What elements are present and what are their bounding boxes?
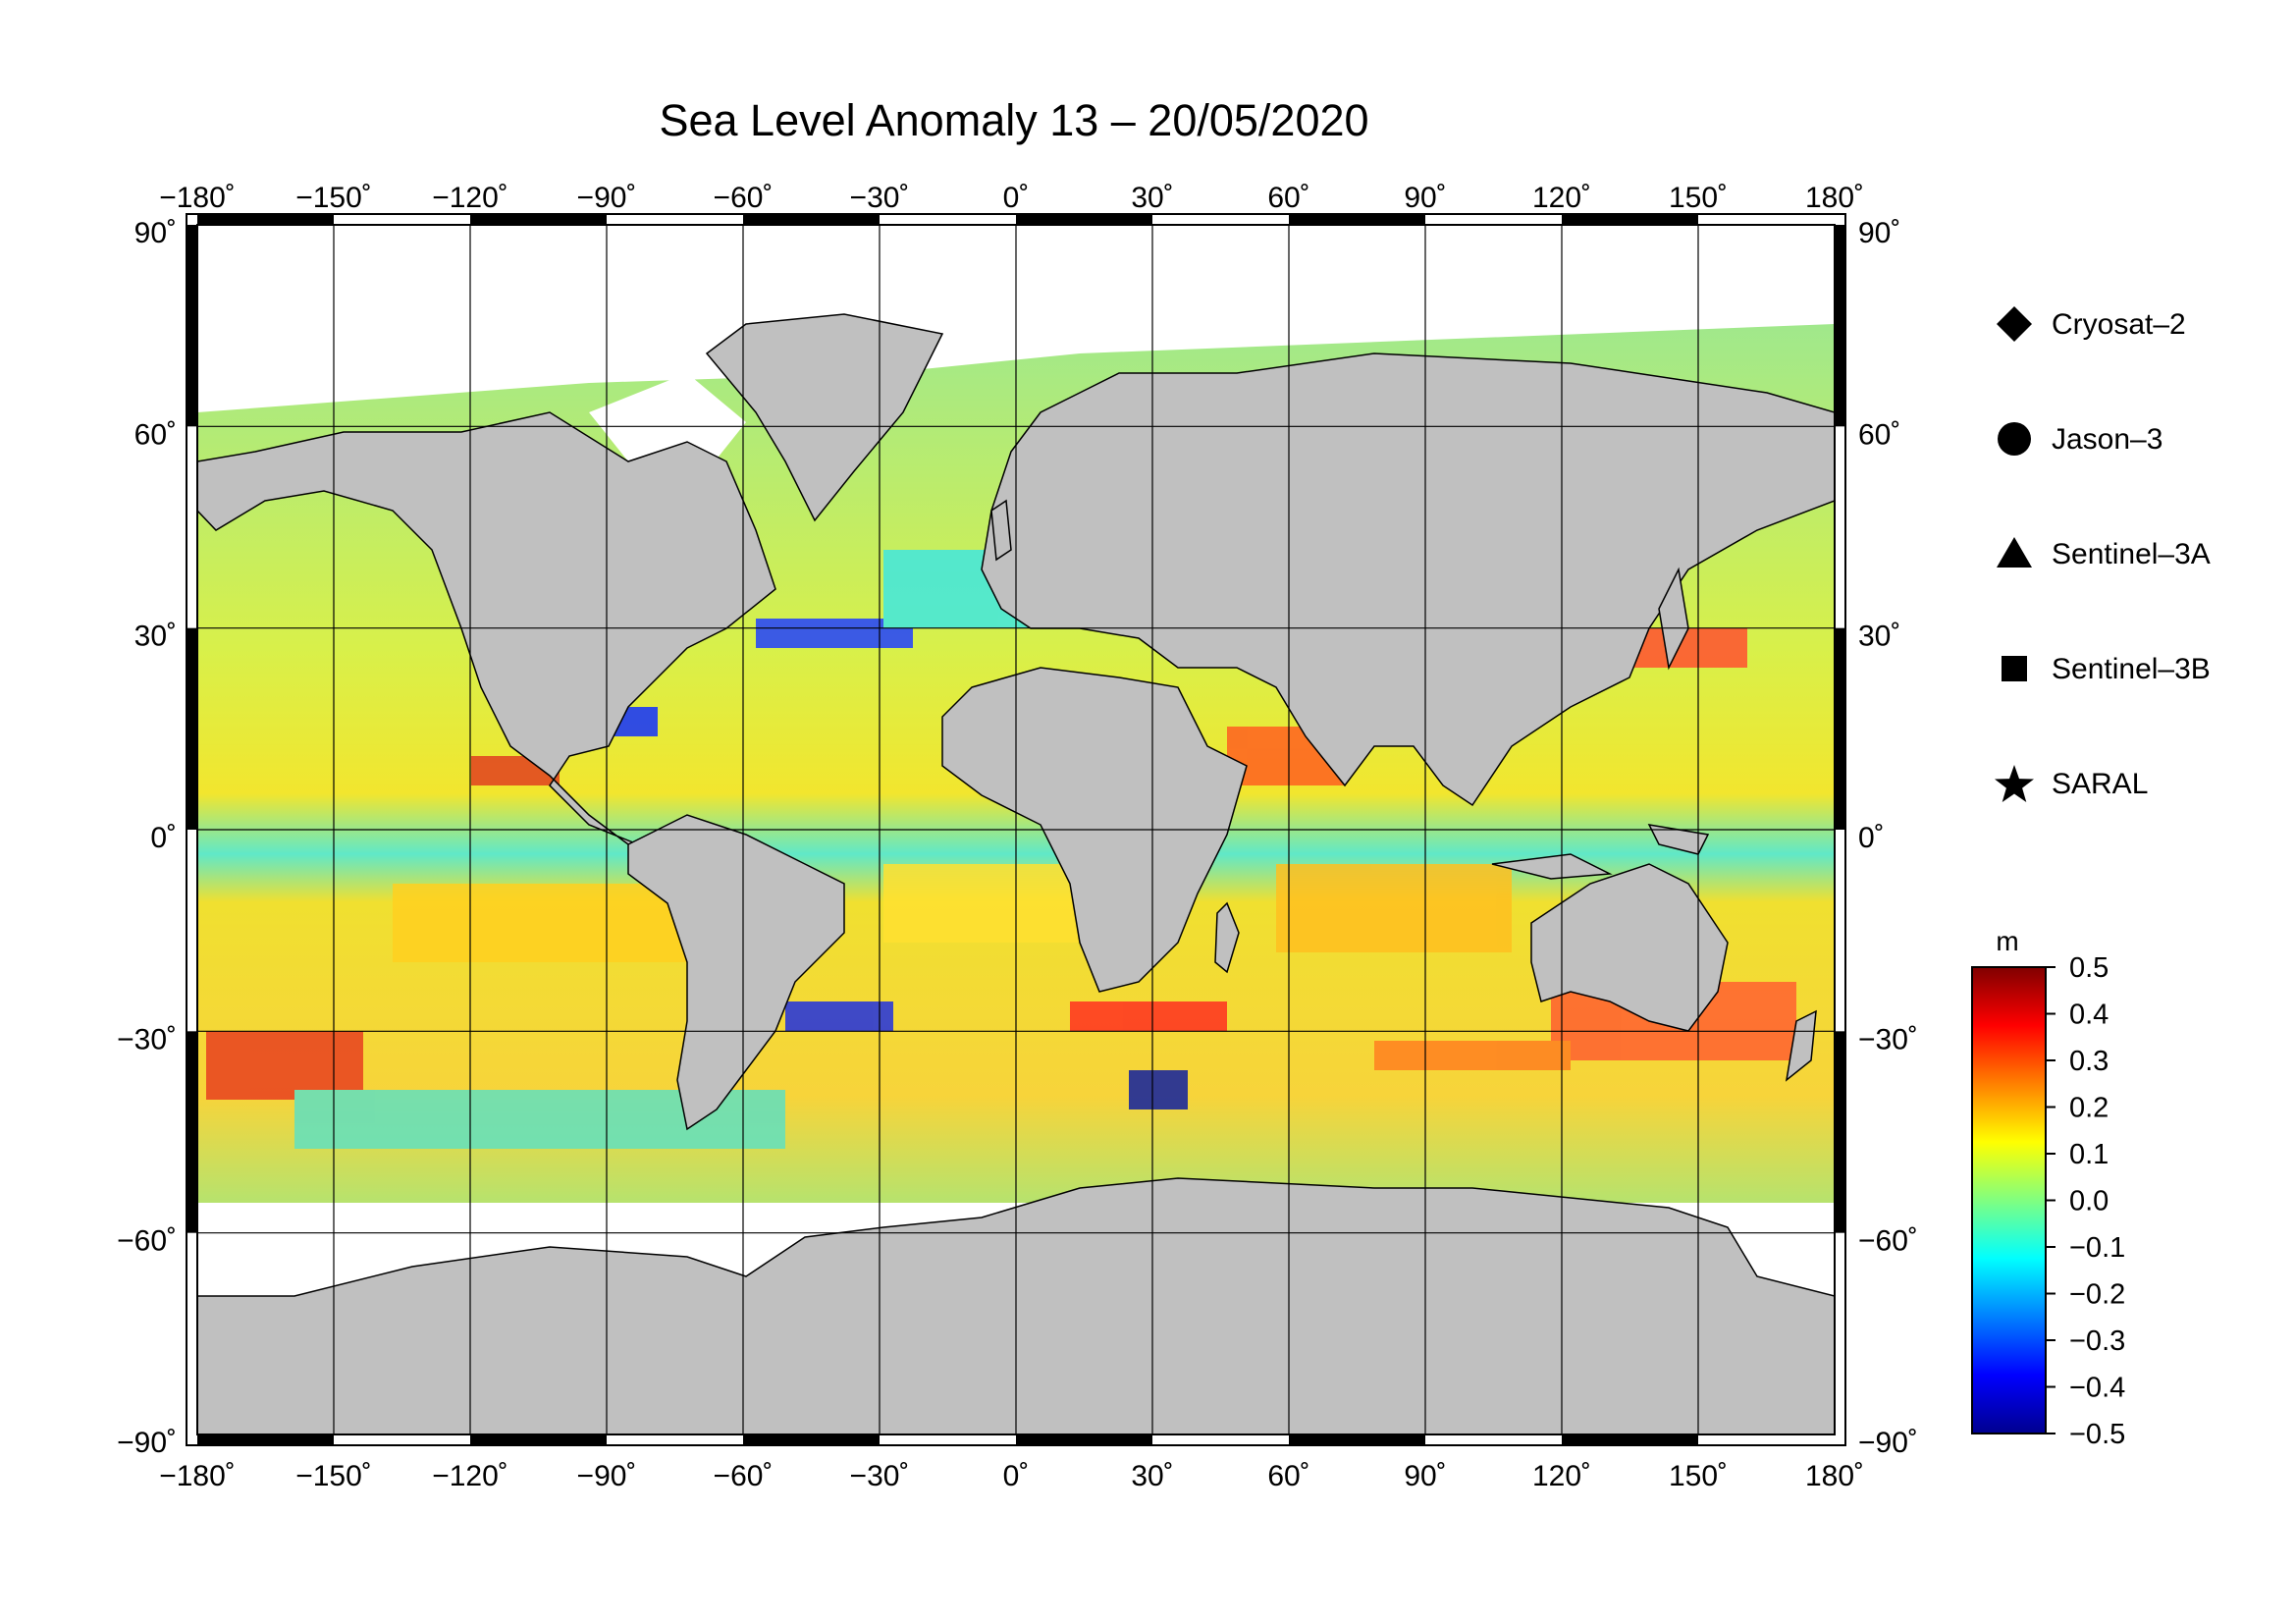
lon-tick-label-top: 120˚ (1532, 182, 1591, 214)
lon-tick-label-bottom: −120˚ (432, 1460, 508, 1492)
lon-tick-label-top: 90˚ (1404, 182, 1446, 214)
lon-tick-label-bottom: 60˚ (1267, 1460, 1309, 1492)
lat-tick-label-left: −30˚ (117, 1023, 177, 1055)
colorbar-tick-label: −0.3 (2069, 1325, 2125, 1357)
lon-tick-label-top: −120˚ (432, 182, 508, 214)
colorbar-tick-label: 0.1 (2069, 1139, 2109, 1170)
lon-tick-label-top: −180˚ (159, 182, 236, 214)
lat-labels-right: 90˚ 60˚ 30˚ 0˚ −30˚ −60˚ −90˚ (1858, 217, 1918, 1459)
frame-bar-top (1289, 214, 1425, 225)
satellite-legend-label: Jason–3 (2052, 423, 2163, 456)
lon-tick-label-bottom: 120˚ (1532, 1460, 1591, 1492)
frame-bar-bottom (197, 1434, 334, 1445)
frame-bar-right (1835, 627, 1845, 830)
lon-tick-label-top: −60˚ (714, 182, 774, 214)
lat-tick-label-left: 0˚ (150, 822, 177, 854)
frame-bar-bottom (1562, 1434, 1698, 1445)
land-eurasia (981, 352, 1835, 807)
colorbar-tick-label: 0.3 (2069, 1046, 2109, 1077)
lon-tick-label-bottom: −150˚ (295, 1460, 372, 1492)
lat-tick-label-left: −90˚ (117, 1427, 177, 1459)
lon-tick-label-top: −150˚ (295, 182, 372, 214)
frame-bar-top (197, 214, 334, 225)
colorbar-tick-label: 0.2 (2069, 1093, 2109, 1124)
lon-tick-label-top: −90˚ (577, 182, 637, 214)
satellite-legend-label: SARAL (2052, 768, 2148, 800)
frame-bar-top (743, 214, 880, 225)
frame-bar-left (187, 225, 197, 427)
lon-tick-label-bottom: −90˚ (577, 1460, 637, 1492)
colorbar-ticks: 0.5 0.4 0.3 0.2 0.1 0.0 −0.1 −0.2 −0.3 −0.4 −0.5 (2046, 952, 2125, 1450)
frame-bar-bottom (1289, 1434, 1425, 1445)
circle-icon (1998, 422, 2031, 456)
colorbar-tick-label: −0.2 (2069, 1279, 2125, 1311)
frame-bar-bottom (470, 1434, 607, 1445)
colorbar-tick-label: 0.4 (2069, 1000, 2109, 1031)
lat-tick-label-right: −90˚ (1858, 1427, 1918, 1459)
colorbar-tick-label: 0.5 (2069, 952, 2109, 984)
colorbar-tick-label: −0.5 (2069, 1419, 2125, 1450)
frame-bar-top (1562, 214, 1698, 225)
lat-tick-label-left: 30˚ (134, 621, 177, 653)
lat-tick-label-left: 60˚ (134, 418, 177, 451)
lat-tick-label-right: 90˚ (1858, 217, 1900, 249)
lat-labels-left: 90˚ 60˚ 30˚ 0˚ −30˚ −60˚ −90˚ (117, 217, 177, 1459)
satellite-legend-label: Sentinel–3A (2052, 538, 2211, 570)
lat-tick-label-right: −60˚ (1858, 1225, 1918, 1258)
colorbar-unit: m (1996, 926, 2018, 956)
arctic-ice (589, 373, 746, 471)
frame-bar-top (470, 214, 607, 225)
colorbar: m 0.5 0.4 0.3 0.2 0.1 0.0 −0.1 −0.2 −0.3 −0.4 −0.5 (1971, 926, 2125, 1450)
frame-bar-bottom (743, 1434, 880, 1445)
lat-tick-label-left: −60˚ (117, 1225, 177, 1258)
map-frame (186, 213, 1846, 1446)
colorbar-gradient (1971, 966, 2047, 1434)
colorbar-tick-label: −0.1 (2069, 1232, 2125, 1264)
lon-tick-label-bottom: −30˚ (850, 1460, 910, 1492)
lon-labels-top: −180˚ −150˚ −120˚ −90˚ −60˚ −30˚ 0˚ 30˚ 60˚ 90˚ 12… (159, 182, 1864, 214)
frame-bar-right (1835, 1031, 1845, 1233)
frame-bar-bottom (1016, 1434, 1152, 1445)
land-south-america (627, 814, 845, 1131)
star-icon (1995, 765, 2034, 802)
satellite-legend-label: Cryosat–2 (2052, 308, 2186, 341)
map-title: Sea Level Anomaly 13 – 20/05/2020 (659, 95, 1368, 145)
graticule (197, 225, 1835, 1434)
lat-tick-label-right: −30˚ (1858, 1023, 1918, 1055)
satellite-legend-label: Sentinel–3B (2052, 653, 2211, 685)
lon-tick-label-bottom: −180˚ (159, 1460, 236, 1492)
lon-labels-bottom: −180˚ −150˚ −120˚ −90˚ −60˚ −30˚ 0˚ 30˚ 60˚ 90˚ 12… (159, 1460, 1864, 1492)
lat-tick-label-right: 30˚ (1858, 621, 1900, 653)
lat-tick-label-right: 0˚ (1858, 822, 1885, 854)
triangle-icon (1997, 537, 2032, 568)
colorbar-tick-label: 0.0 (2069, 1186, 2109, 1217)
frame-bar-right (1835, 225, 1845, 427)
lon-tick-label-bottom: 90˚ (1404, 1460, 1446, 1492)
lon-tick-label-bottom: 0˚ (1003, 1460, 1030, 1492)
map-area (197, 225, 1835, 1434)
frame-bar-left (187, 1031, 197, 1233)
lon-tick-label-bottom: −60˚ (714, 1460, 774, 1492)
satellite-legend: Cryosat–2 Jason–3 Sentinel–3A Sentinel–3B SA… (1995, 306, 2211, 802)
frame-bar-top (1016, 214, 1152, 225)
lat-tick-label-right: 60˚ (1858, 418, 1900, 451)
diamond-icon (1997, 306, 2032, 342)
land-north-america (197, 411, 776, 865)
lon-tick-label-bottom: 150˚ (1669, 1460, 1728, 1492)
lon-tick-label-top: 180˚ (1805, 182, 1864, 214)
lon-tick-label-top: −30˚ (850, 182, 910, 214)
land-greenland (705, 313, 944, 522)
lon-tick-label-bottom: 30˚ (1131, 1460, 1173, 1492)
lon-tick-label-top: 150˚ (1669, 182, 1728, 214)
lon-tick-label-bottom: 180˚ (1805, 1460, 1864, 1492)
square-icon (2002, 656, 2027, 681)
lat-tick-label-left: 90˚ (134, 217, 177, 249)
lon-tick-label-top: 30˚ (1131, 182, 1173, 214)
lon-tick-label-top: 0˚ (1003, 182, 1030, 214)
lon-tick-label-top: 60˚ (1267, 182, 1309, 214)
frame-bar-left (187, 627, 197, 830)
colorbar-tick-label: −0.4 (2069, 1373, 2125, 1404)
